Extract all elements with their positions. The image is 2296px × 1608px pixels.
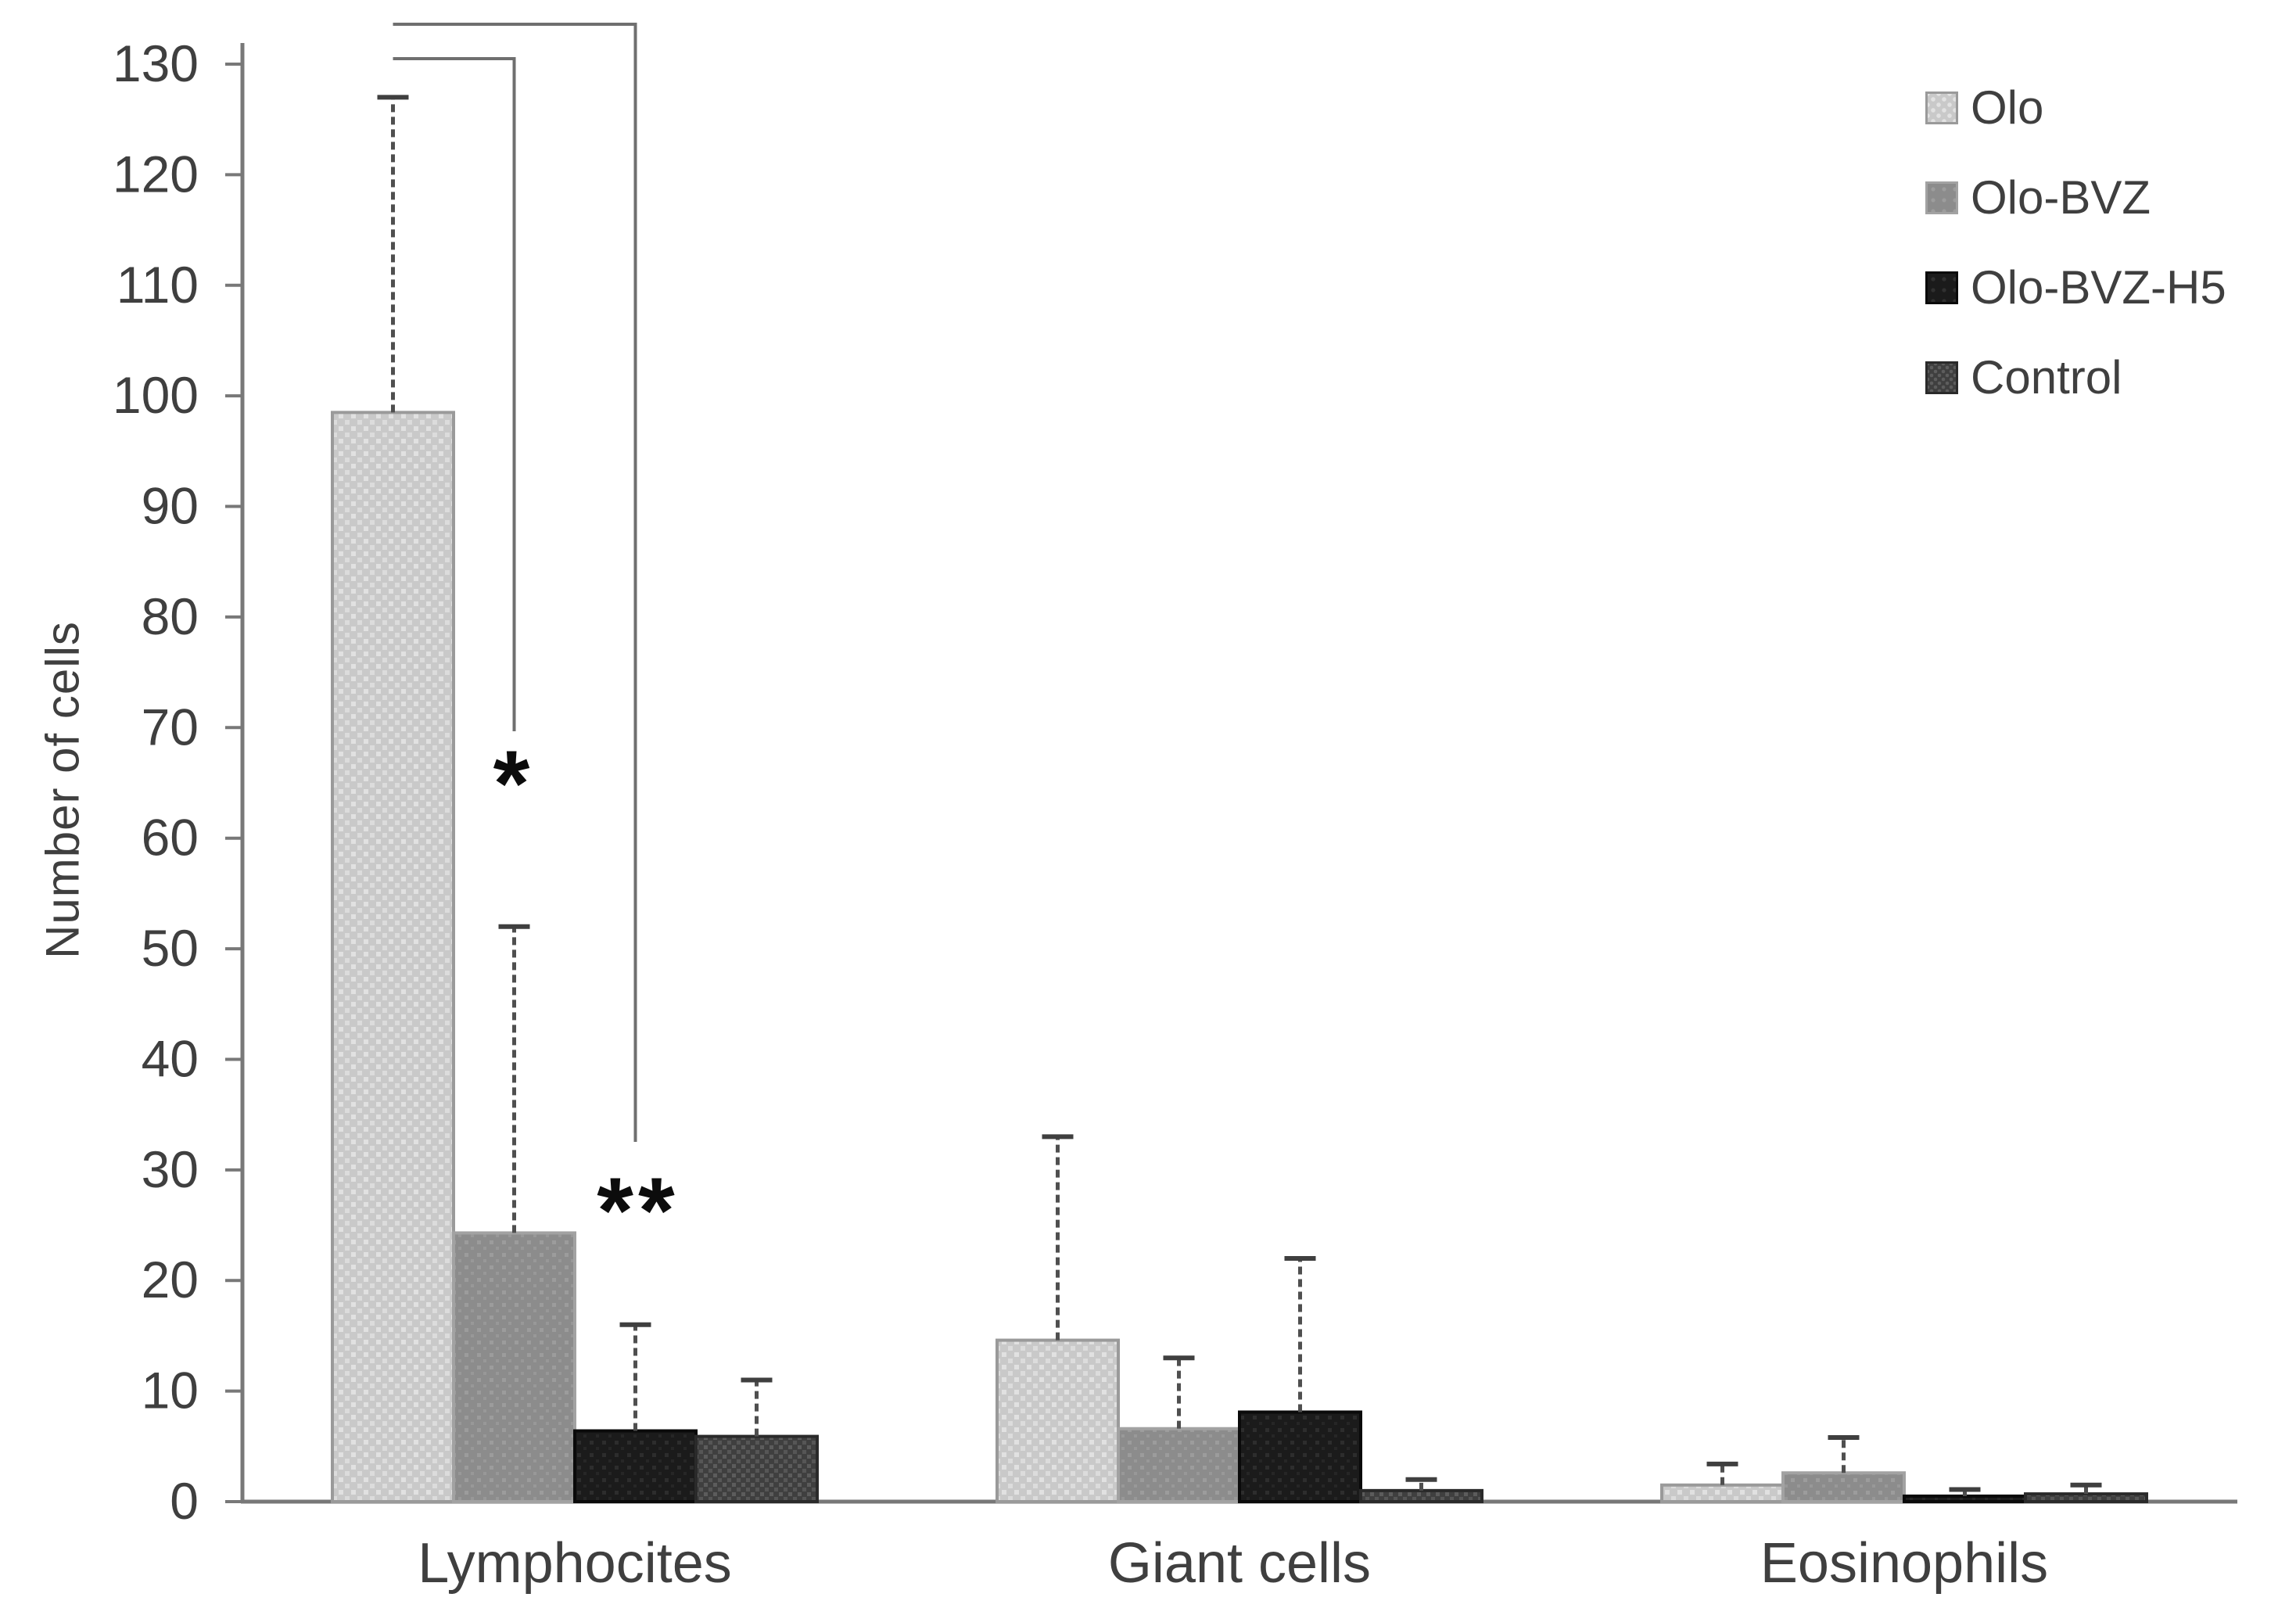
significance-double-star: **	[597, 1158, 680, 1263]
bar-olo-bvz-h5-giant-cells	[1238, 1410, 1362, 1504]
significance-bracket-1	[393, 57, 516, 731]
legend-swatch-control	[1925, 361, 1958, 394]
y-tick-label: 130	[113, 34, 199, 92]
legend-item-control: Control	[1925, 332, 2226, 422]
legend-item-olo-bvz: Olo-BVZ	[1925, 153, 2226, 242]
legend-swatch-olo-bvz-h5	[1925, 271, 1958, 304]
significance-brackets	[393, 23, 637, 1142]
y-tick-label: 90	[142, 477, 199, 535]
y-tick-label: 0	[170, 1472, 199, 1530]
bar-olo-eosinophils	[1660, 1483, 1785, 1504]
bar-control-lymphocites	[694, 1434, 819, 1504]
y-tick-label: 50	[142, 919, 199, 977]
legend-label-olo-bvz: Olo-BVZ	[1971, 171, 2151, 224]
bar-control-eosinophils	[2024, 1492, 2148, 1503]
y-tick-label: 60	[142, 809, 199, 867]
y-tick-label: 30	[142, 1140, 199, 1198]
bar-olo-bvz-giant-cells	[1117, 1427, 1241, 1503]
legend-swatch-olo	[1925, 91, 1958, 124]
bars	[331, 411, 2148, 1504]
y-tick-label: 120	[113, 145, 199, 203]
x-axis-label-eosinophils: Eosinophils	[1760, 1532, 2048, 1595]
bar-olo-bvz-h5-lymphocites	[573, 1429, 698, 1503]
legend: Olo Olo-BVZ Olo-BVZ-H5 Control	[1925, 63, 2226, 422]
x-axis-label-lymphocites: Lymphocites	[418, 1532, 732, 1595]
legend-label-olo-bvz-h5: Olo-BVZ-H5	[1971, 261, 2226, 314]
y-axis-title: Number of cells	[36, 621, 89, 959]
legend-item-olo-bvz-h5: Olo-BVZ-H5	[1925, 242, 2226, 332]
error-bars	[377, 95, 2102, 1496]
x-axis-label-giant-cells: Giant cells	[1108, 1532, 1371, 1595]
y-tick-label: 110	[117, 256, 199, 314]
y-axis-ticks: 0 10 20 30 40 50 60 70 80 90 100 110 120 130	[113, 34, 242, 1530]
bar-olo-bvz-h5-eosinophils	[1903, 1494, 2027, 1504]
y-tick-label: 20	[142, 1251, 199, 1308]
y-tick-label: 10	[142, 1362, 199, 1420]
y-tick-label: 80	[142, 587, 199, 645]
legend-label-control: Control	[1971, 351, 2122, 404]
bar-control-giant-cells	[1359, 1488, 1483, 1504]
significance-bracket-2	[393, 23, 637, 1142]
significance-star: *	[493, 731, 535, 836]
legend-item-olo: Olo	[1925, 63, 2226, 153]
y-tick-label: 100	[113, 366, 199, 424]
bar-olo-giant-cells	[996, 1338, 1120, 1504]
y-tick-label: 70	[142, 698, 199, 756]
y-tick-label: 40	[142, 1029, 199, 1087]
legend-swatch-olo-bvz	[1925, 181, 1958, 214]
legend-label-olo: Olo	[1971, 81, 2044, 134]
x-axis-labels: Lymphocites Giant cells Eosinophils	[418, 1532, 2048, 1595]
bar-olo-bvz-eosinophils	[1781, 1471, 1906, 1503]
bar-olo-lymphocites	[331, 411, 455, 1503]
bar-olo-bvz-lymphocites	[452, 1231, 576, 1504]
